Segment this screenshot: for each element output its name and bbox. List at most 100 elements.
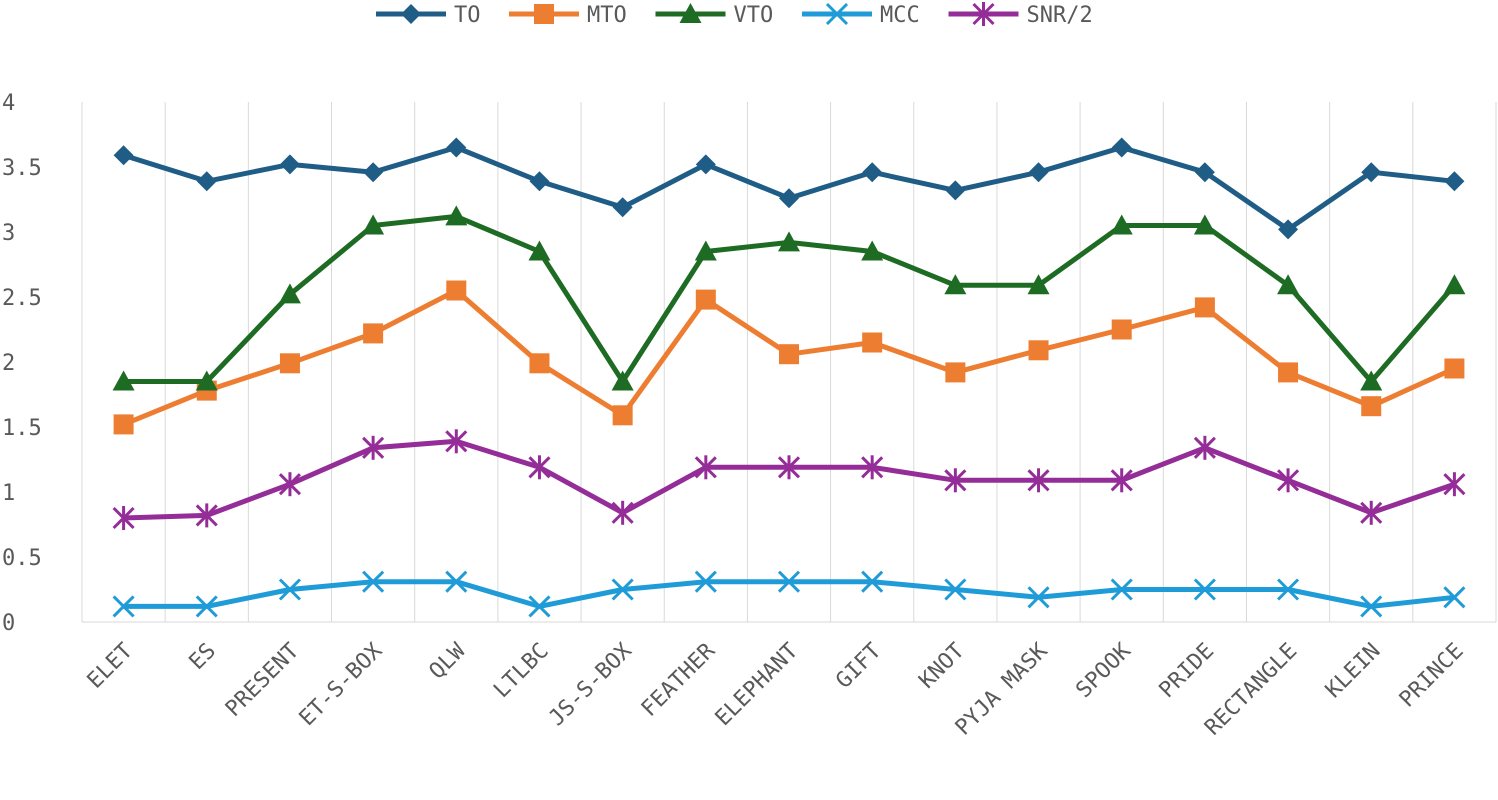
data-point-to <box>1361 162 1382 183</box>
data-point-mto <box>1194 297 1215 318</box>
y-tick-label: 1 <box>2 481 15 506</box>
legend: TO MTO VTO MCC SNR/2 <box>376 2 1093 28</box>
legend-marker <box>679 3 702 23</box>
data-point-mcc <box>1360 595 1383 618</box>
series-vto <box>112 205 1466 391</box>
data-point-to <box>945 180 966 201</box>
data-point-mcc <box>694 570 717 593</box>
data-point-mto <box>1444 358 1465 379</box>
data-point-vto <box>362 214 385 235</box>
legend-label: VTO <box>734 3 774 28</box>
legend-entry-snr-2: SNR/2 <box>948 2 1093 28</box>
data-point-to <box>779 188 799 209</box>
data-point-vto <box>1193 214 1216 235</box>
data-point-to <box>363 162 384 183</box>
y-tick-label: 3 <box>2 221 15 246</box>
data-point-mto <box>1361 396 1382 417</box>
x-tick-label: ET-S-BOX <box>295 638 388 731</box>
y-tick-label: 4 <box>2 91 15 116</box>
data-point-mcc <box>1110 578 1133 601</box>
data-point-mto <box>695 289 716 310</box>
legend-marker <box>534 4 554 24</box>
data-point-to <box>862 162 883 183</box>
data-point-vto <box>1277 274 1300 295</box>
data-point-snr-2 <box>694 455 717 480</box>
data-point-mto <box>529 353 550 374</box>
data-point-snr-2 <box>195 503 218 528</box>
data-point-mto <box>1111 319 1132 340</box>
data-point-snr-2 <box>1276 468 1300 493</box>
data-point-mto <box>1278 362 1299 383</box>
series-mcc <box>112 570 1466 618</box>
x-tick-label: LTLBC <box>489 639 554 704</box>
data-point-snr-2 <box>1110 468 1133 493</box>
legend-label: MTO <box>587 3 627 28</box>
data-point-mcc <box>861 570 884 593</box>
data-point-vto <box>1360 370 1383 391</box>
data-point-mcc <box>777 570 801 593</box>
legend-marker <box>825 2 849 26</box>
data-point-vto <box>195 370 218 391</box>
data-point-snr-2 <box>1443 472 1466 497</box>
data-point-to <box>529 171 550 192</box>
x-tick-label: PRESENT <box>221 639 304 722</box>
data-point-mcc <box>195 595 218 618</box>
data-point-snr-2 <box>278 472 302 497</box>
data-point-mcc <box>112 595 135 618</box>
data-point-mto <box>945 362 966 383</box>
x-tick-label: GIFT <box>831 639 886 694</box>
data-point-mcc <box>278 578 302 601</box>
x-tick-label: ELEPHANT <box>711 639 804 732</box>
data-point-mcc <box>1193 578 1216 601</box>
data-point-snr-2 <box>1360 500 1383 525</box>
y-tick-label: 2 <box>2 351 15 376</box>
data-point-mcc <box>611 578 634 601</box>
data-point-vto <box>1110 214 1133 235</box>
data-point-vto <box>611 370 634 391</box>
data-point-mcc <box>1276 578 1300 601</box>
data-point-snr-2 <box>861 455 884 480</box>
legend-label: MCC <box>880 3 920 28</box>
data-point-vto <box>1443 274 1466 295</box>
data-point-mto <box>612 405 633 426</box>
data-point-vto <box>1027 274 1050 295</box>
series-line-mcc <box>123 579 1455 609</box>
data-point-snr-2 <box>362 435 385 460</box>
x-tick-label: KLEIN <box>1321 639 1386 704</box>
data-point-vto <box>694 240 717 261</box>
data-point-to <box>1444 171 1465 192</box>
data-point-mcc <box>944 578 967 601</box>
x-tick-label: SPOOK <box>1071 638 1136 703</box>
series-mto <box>113 280 1465 435</box>
data-point-snr-2 <box>528 455 551 480</box>
x-tick-label: QLW <box>425 638 471 684</box>
data-point-to <box>612 197 633 218</box>
data-point-mto <box>779 344 799 365</box>
data-point-mto <box>862 332 883 353</box>
series-snr-2 <box>112 429 1466 530</box>
data-point-mcc <box>445 570 468 593</box>
legend-entry-to: TO <box>376 3 481 28</box>
data-point-mto <box>363 323 384 344</box>
data-point-mto <box>279 353 300 374</box>
data-point-snr-2 <box>112 506 135 530</box>
series-layer <box>112 137 1466 618</box>
data-point-vto <box>861 240 884 261</box>
x-tick-label: FEATHER <box>637 638 721 722</box>
data-point-to <box>1278 219 1299 240</box>
x-tick-label: JS-S-BOX <box>544 638 637 731</box>
series-to <box>113 137 1465 240</box>
data-point-to <box>1028 162 1049 183</box>
x-tick-label: PRIDE <box>1155 639 1220 704</box>
data-point-vto <box>112 370 135 391</box>
data-point-snr-2 <box>611 500 634 525</box>
data-point-mcc <box>1443 586 1466 609</box>
y-tick-label: 2.5 <box>2 286 42 311</box>
data-point-mcc <box>528 595 551 618</box>
legend-marker <box>401 4 421 24</box>
data-point-to <box>695 154 716 175</box>
x-tick-label: ES <box>185 639 221 675</box>
data-point-to <box>279 154 300 175</box>
